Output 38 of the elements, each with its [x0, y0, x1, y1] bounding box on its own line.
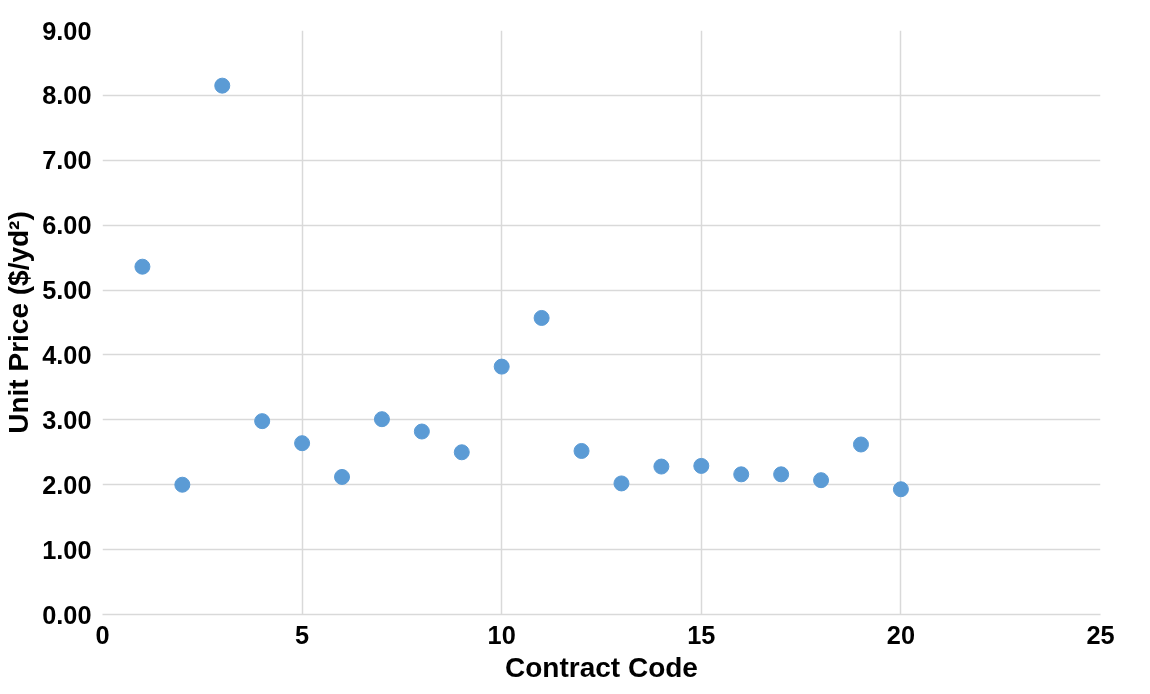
point — [294, 435, 311, 452]
point — [693, 457, 710, 474]
x-tick-label: 15 — [687, 620, 716, 649]
x-tick-label: 10 — [487, 620, 516, 649]
point — [373, 411, 390, 428]
y-tick-label: 2.00 — [42, 470, 92, 499]
point — [413, 423, 430, 440]
y-tick-label: 6.00 — [42, 211, 92, 240]
point — [334, 468, 351, 485]
point — [653, 458, 670, 475]
y-tick-label: 0.00 — [42, 600, 92, 629]
point — [613, 475, 630, 492]
point — [813, 472, 830, 489]
y-tick-label: 3.00 — [42, 405, 92, 434]
point — [214, 77, 231, 94]
x-axis-title: Contract Code — [505, 651, 698, 683]
point — [733, 466, 750, 483]
point — [533, 309, 550, 326]
point — [134, 258, 151, 275]
point — [852, 436, 869, 453]
y-tick-label: 8.00 — [42, 81, 92, 110]
x-tick-label: 0 — [95, 620, 110, 649]
x-tick-label: 5 — [295, 620, 310, 649]
point — [892, 481, 909, 498]
point — [493, 358, 510, 375]
y-tick-label: 4.00 — [42, 340, 92, 369]
point — [573, 442, 590, 459]
point — [254, 413, 271, 430]
y-tick-label: 7.00 — [42, 146, 92, 175]
x-tick-label: 25 — [1086, 620, 1115, 649]
y-tick-label: 1.00 — [42, 535, 92, 564]
point — [174, 476, 191, 493]
y-axis-title: Unit Price ($/yd²) — [3, 211, 35, 434]
x-tick-label: 20 — [886, 620, 915, 649]
point — [773, 466, 790, 483]
y-tick-label: 9.00 — [42, 16, 92, 45]
y-tick-label: 5.00 — [42, 276, 92, 305]
point — [453, 444, 470, 461]
